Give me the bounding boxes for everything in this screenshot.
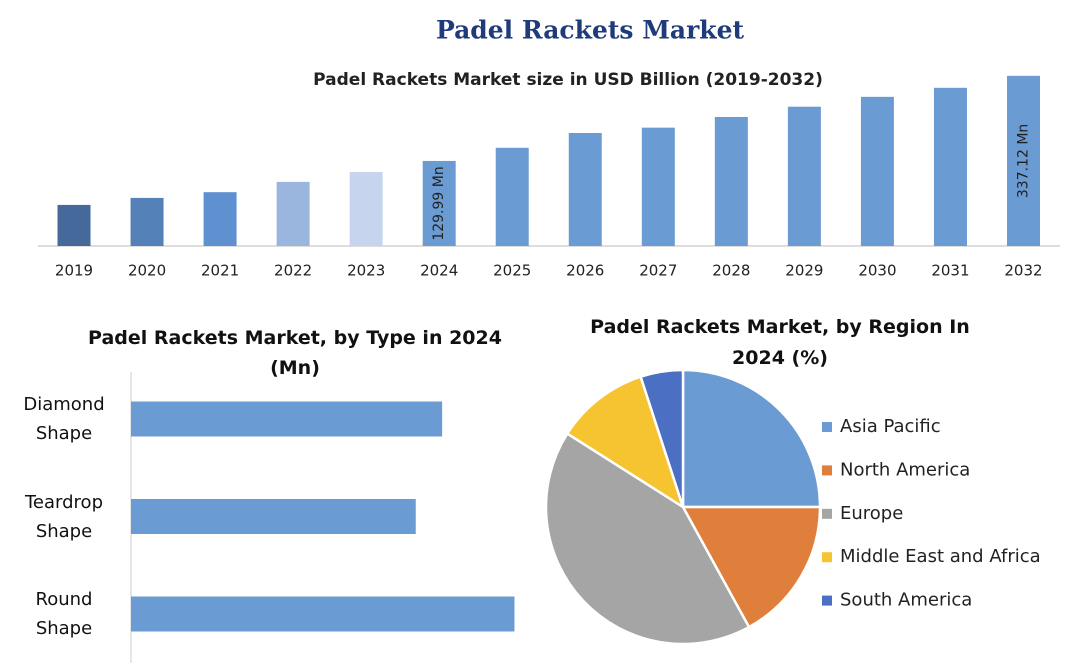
legend-swatch: [822, 465, 832, 476]
x-tick-label: 2024: [420, 262, 458, 280]
pie-slice: [639, 368, 685, 508]
bar: [276, 181, 310, 246]
pie-slice: [544, 431, 751, 646]
data-label: 129.99 Mn: [431, 166, 447, 240]
x-tick-label: 2031: [931, 262, 969, 280]
x-tick-label: 2020: [128, 262, 166, 280]
x-tick-label: 2026: [566, 262, 604, 280]
y-tick-label: Teardrop Shape: [25, 491, 103, 542]
bar: [203, 192, 237, 246]
x-tick-label: 2028: [712, 262, 750, 280]
x-tick-label: 2032: [1004, 262, 1042, 280]
legend-label: Europe: [840, 503, 903, 524]
x-tick-label: 2030: [858, 262, 896, 280]
y-tick-label: Diamond Shape: [23, 394, 105, 444]
legend-label: Middle East and Africa: [840, 546, 1041, 567]
bar: [495, 147, 529, 246]
legend-label: Asia Pacific: [840, 416, 941, 437]
bar: [714, 116, 748, 247]
x-tick-label: 2027: [639, 262, 677, 280]
x-tick-label: 2019: [55, 262, 93, 280]
chart-title: Padel Rackets Market, by Region In 2024 …: [590, 316, 970, 369]
bar: [1006, 75, 1040, 246]
x-tick-label: 2029: [785, 262, 823, 280]
bar: [860, 96, 894, 246]
legend-swatch: [822, 595, 832, 606]
bar: [787, 106, 821, 246]
x-tick-label: 2025: [493, 262, 531, 280]
legend-swatch: [822, 422, 832, 432]
pie-slice: [565, 375, 686, 510]
bar: [349, 172, 383, 246]
legend-swatch: [822, 508, 832, 519]
x-tick-label: 2021: [201, 262, 239, 280]
bar: [422, 160, 456, 246]
bar: [933, 87, 967, 246]
bar: [130, 197, 164, 246]
data-label: 337.12 Mn: [1015, 124, 1031, 198]
bar: [131, 401, 443, 437]
x-tick-label: 2023: [347, 262, 385, 280]
bar: [57, 204, 91, 246]
legend-swatch: [822, 552, 832, 563]
bar: [641, 127, 675, 246]
x-tick-label: 2022: [274, 262, 312, 280]
main-title: Padel Rackets Market: [436, 16, 745, 45]
legend-label: South America: [840, 590, 972, 611]
pie-slice: [680, 505, 822, 629]
chart-title: Padel Rackets Market size in USD Billion…: [313, 70, 823, 90]
chart-title: Padel Rackets Market, by Type in 2024 (M…: [88, 327, 502, 379]
bar: [131, 596, 515, 632]
pie-slice: [681, 368, 822, 509]
bar: [568, 133, 602, 246]
bar: [131, 499, 416, 534]
y-tick-label: Round Shape: [35, 589, 93, 639]
legend-label: North America: [840, 459, 970, 480]
